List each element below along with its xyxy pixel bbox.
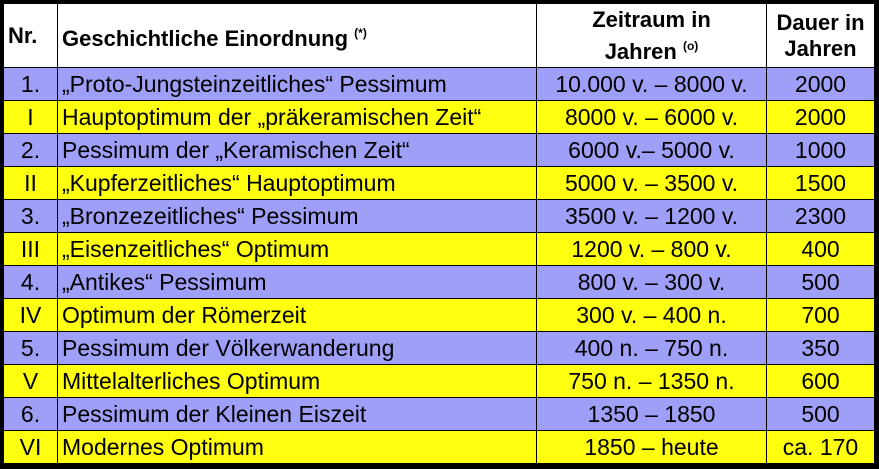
cell-duration: 400 [766,232,875,266]
cell-range: 10.000 v. – 8000 v. [536,67,767,101]
header-name: Geschichtliche Einordnung (*) [57,3,537,68]
cell-nr: V [3,364,58,398]
cell-duration: 2300 [766,199,875,233]
cell-name: Pessimum der Völkerwanderung [57,331,537,365]
cell-name: Hauptoptimum der „präkeramischen Zeit“ [57,100,537,134]
cell-name: Pessimum der „Keramischen Zeit“ [57,133,537,167]
cell-range: 400 n. – 750 n. [536,331,767,365]
cell-name: Optimum der Römerzeit [57,298,537,332]
cell-duration: 350 [766,331,875,365]
table-row: VI Modernes Optimum 1850 – heute ca. 170 [3,430,875,464]
cell-nr: IV [3,298,58,332]
cell-duration: 2000 [766,100,875,134]
cell-range: 1850 – heute [536,430,767,464]
cell-nr: 3. [3,199,58,233]
cell-name: Modernes Optimum [57,430,537,464]
cell-range: 1200 v. – 800 v. [536,232,767,266]
header-row: Nr. Geschichtliche Einordnung (*) Zeitra… [3,3,875,68]
cell-name: Mittelalterliches Optimum [57,364,537,398]
table-row: II „Kupferzeitliches“ Hauptoptimum 5000 v.… [3,166,875,200]
table-row: 2. Pessimum der „Keramischen Zeit“ 6000 v.… [3,133,875,167]
cell-duration: 500 [766,397,875,431]
cell-duration: 1000 [766,133,875,167]
cell-range: 8000 v. – 6000 v. [536,100,767,134]
table-row: V Mittelalterliches Optimum 750 n. – 1350 … [3,364,875,398]
cell-duration: 600 [766,364,875,398]
table-row: IV Optimum der Römerzeit 300 v. – 400 n. 70… [3,298,875,332]
cell-nr: VI [3,430,58,464]
cell-name: „Kupferzeitliches“ Hauptoptimum [57,166,537,200]
cell-name: „Antikes“ Pessimum [57,265,537,299]
climate-periods-table: Nr. Geschichtliche Einordnung (*) Zeitra… [3,3,875,464]
cell-name: „Proto-Jungsteinzeitliches“ Pessimum [57,67,537,101]
cell-nr: 5. [3,331,58,365]
table-row: 4. „Antikes“ Pessimum 800 v. – 300 v. 500 [3,265,875,299]
cell-range: 750 n. – 1350 n. [536,364,767,398]
cell-range: 5000 v. – 3500 v. [536,166,767,200]
cell-duration: 1500 [766,166,875,200]
cell-range: 300 v. – 400 n. [536,298,767,332]
cell-nr: 4. [3,265,58,299]
cell-range: 6000 v.– 5000 v. [536,133,767,167]
cell-duration: 500 [766,265,875,299]
cell-duration: ca. 170 [766,430,875,464]
table-row: 3. „Bronzezeitliches“ Pessimum 3500 v. – 1… [3,199,875,233]
cell-name: Pessimum der Kleinen Eiszeit [57,397,537,431]
header-range-note: (o) [682,38,699,53]
table-row: III „Eisenzeitliches“ Optimum 1200 v. – 80… [3,232,875,266]
table-row: I Hauptoptimum der „präkeramischen Zeit“ 8… [3,100,875,134]
cell-name: „Eisenzeitliches“ Optimum [57,232,537,266]
cell-duration: 2000 [766,67,875,101]
cell-range: 3500 v. – 1200 v. [536,199,767,233]
header-duration: Dauer in Jahren [766,3,875,68]
header-name-note: (*) [354,25,367,40]
cell-duration: 700 [766,298,875,332]
table-body: 1. „Proto-Jungsteinzeitliches“ Pessimum 10… [3,67,875,464]
cell-nr: III [3,232,58,266]
cell-name: „Bronzezeitliches“ Pessimum [57,199,537,233]
header-nr: Nr. [3,3,58,68]
header-range: Zeitraum in Jahren (o) [536,3,767,68]
table-row: 5. Pessimum der Völkerwanderung 400 n. – 7… [3,331,875,365]
cell-nr: II [3,166,58,200]
cell-nr: 2. [3,133,58,167]
cell-nr: I [3,100,58,134]
cell-nr: 1. [3,67,58,101]
table-row: 6. Pessimum der Kleinen Eiszeit 1350 – 185… [3,397,875,431]
cell-nr: 6. [3,397,58,431]
table-row: 1. „Proto-Jungsteinzeitliches“ Pessimum 10… [3,67,875,101]
cell-range: 800 v. – 300 v. [536,265,767,299]
cell-range: 1350 – 1850 [536,397,767,431]
